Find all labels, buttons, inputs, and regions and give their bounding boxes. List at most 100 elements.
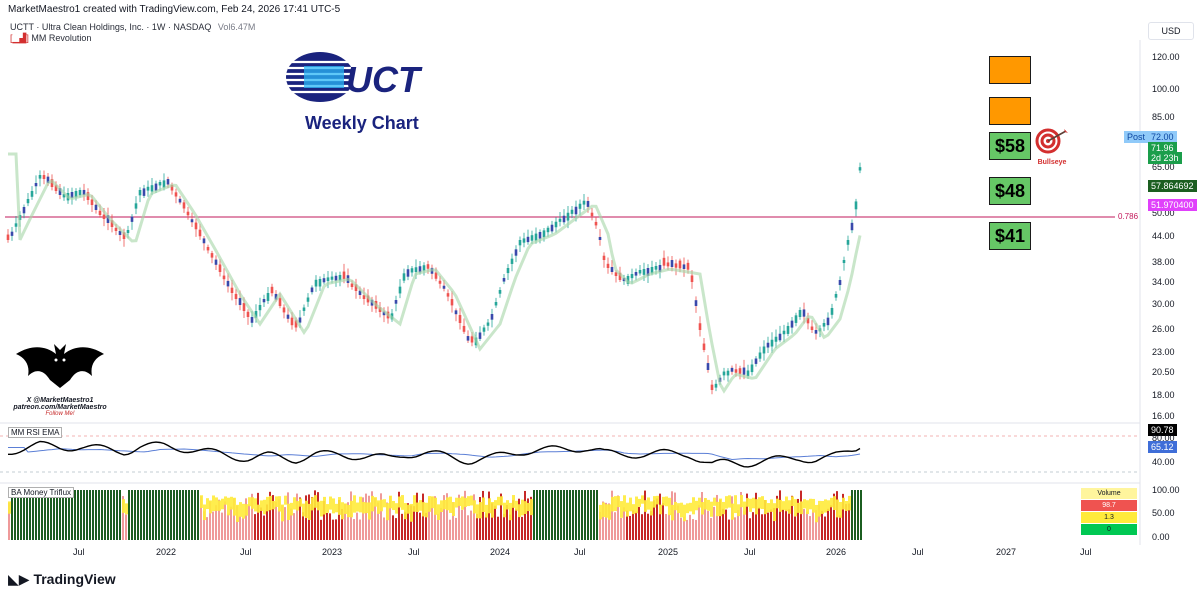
triflux-yellow	[611, 496, 614, 512]
triflux-yellow	[341, 502, 344, 520]
triflux-yellow	[314, 495, 317, 508]
candle-body	[118, 230, 122, 235]
candle-body	[582, 200, 586, 205]
triflux-bar	[116, 490, 118, 540]
triflux-bar	[821, 510, 823, 540]
triflux-bar	[767, 512, 769, 540]
candle-body	[610, 267, 614, 272]
triflux-bar	[260, 507, 262, 540]
watermark-line3: Follow Me!	[45, 411, 75, 417]
triflux-yellow	[644, 500, 647, 512]
triflux-yellow	[362, 501, 365, 514]
triflux-bar	[371, 491, 373, 540]
triflux-bar	[851, 490, 853, 540]
candle-body	[406, 269, 410, 277]
tradingview-logo[interactable]: ◣▶ TradingView	[8, 571, 116, 588]
triflux-yellow	[776, 498, 779, 509]
triflux-bar	[818, 504, 820, 540]
candle-body	[278, 298, 282, 306]
triflux-bars	[8, 490, 862, 540]
triflux-axis-label: 0.00	[1152, 532, 1170, 542]
triflux-yellow	[404, 503, 407, 520]
candle-body	[562, 215, 566, 223]
triflux-yellow	[683, 504, 686, 522]
currency-button[interactable]: USD	[1148, 22, 1194, 40]
indicator-legend[interactable]: [▁▟] MM Revolution	[10, 33, 91, 44]
candle-body	[634, 272, 638, 276]
triflux-bar	[734, 517, 736, 540]
triflux-yellow	[698, 497, 701, 508]
triflux-bar	[428, 498, 430, 540]
candle-body	[74, 191, 78, 198]
candle-body	[774, 336, 778, 342]
triflux-yellow	[452, 502, 455, 516]
triflux-yellow	[668, 497, 671, 516]
triflux-bar	[515, 508, 517, 540]
candle-body	[398, 286, 402, 294]
triflux-bar	[65, 490, 67, 540]
triflux-bar	[407, 503, 409, 540]
triflux-bar	[41, 490, 43, 540]
triflux-yellow	[743, 501, 746, 515]
triflux-bar	[17, 490, 19, 540]
price-label: 38.00	[1152, 257, 1175, 267]
triflux-bar	[71, 490, 73, 540]
triflux-bar	[146, 490, 148, 540]
triflux-bar	[284, 507, 286, 540]
rsi-legend[interactable]: MM RSI EMA	[8, 427, 63, 438]
triflux-bar	[653, 500, 655, 540]
triflux-bar	[593, 490, 595, 540]
triflux-bar	[713, 506, 715, 540]
triflux-yellow	[728, 495, 731, 508]
candle-body	[210, 253, 214, 258]
triflux-bar	[353, 519, 355, 540]
candle-body	[598, 236, 602, 240]
candle-body	[326, 277, 330, 282]
triflux-yellow	[827, 500, 830, 511]
triflux-bar	[470, 510, 472, 540]
candle-body	[754, 358, 758, 364]
candle-body	[726, 370, 730, 376]
triflux-bar	[701, 492, 703, 540]
triflux-yellow	[788, 500, 791, 514]
triflux-bar	[536, 490, 538, 540]
triflux-yellow	[764, 500, 767, 515]
triflux-bar	[176, 490, 178, 540]
triflux-yellow	[527, 502, 530, 512]
triflux-bar	[107, 490, 109, 540]
triflux-bar	[149, 490, 151, 540]
candle-body	[302, 307, 306, 311]
triflux-bar	[311, 496, 313, 540]
triflux-bar	[662, 502, 664, 540]
triflux-bar	[773, 508, 775, 540]
candle-body	[530, 235, 534, 241]
candle-body	[334, 275, 338, 281]
time-label: Jul	[574, 547, 586, 557]
triflux-bar	[377, 502, 379, 540]
symbol-line: UCTT · Ultra Clean Holdings, Inc. · 1W ·…	[10, 22, 212, 32]
triflux-yellow	[482, 497, 485, 512]
triflux-yellow	[395, 503, 398, 514]
triflux-bar	[122, 496, 124, 540]
price-label: 34.00	[1152, 277, 1175, 287]
triflux-yellow	[656, 495, 659, 505]
triflux-bar	[488, 491, 490, 540]
candle-body	[478, 332, 482, 339]
price-label: 30.00	[1152, 299, 1175, 309]
triflux-bar	[392, 515, 394, 540]
triflux-bar	[323, 500, 325, 540]
triflux-bar	[275, 501, 277, 540]
candle-body	[702, 343, 706, 350]
triflux-bar	[404, 511, 406, 540]
triflux-yellow	[674, 501, 677, 511]
triflux-legend[interactable]: BA Money Triflux	[8, 487, 75, 498]
triflux-bar	[89, 490, 91, 540]
fib-label: 0.786	[1118, 212, 1139, 221]
triflux-bar	[281, 505, 283, 540]
candle-body	[214, 259, 218, 265]
triflux-yellow	[602, 502, 605, 518]
triflux-yellow	[524, 501, 527, 514]
triflux-bar	[698, 505, 700, 540]
triflux-yellow	[203, 504, 206, 521]
